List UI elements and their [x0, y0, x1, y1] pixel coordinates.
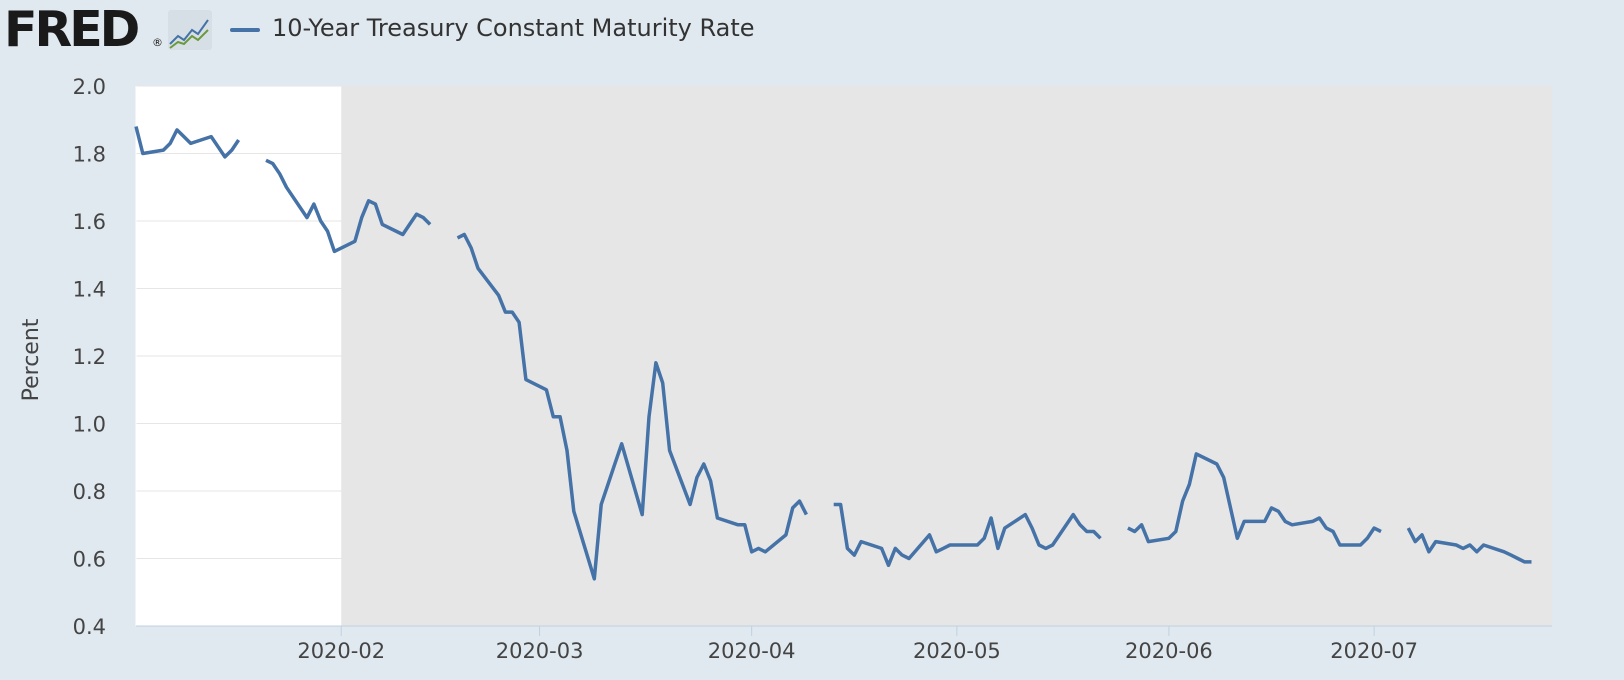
x-tick-label: 2020-03 [496, 639, 584, 663]
fred-logo[interactable]: FRED [4, 1, 140, 58]
legend-label[interactable]: 10-Year Treasury Constant Maturity Rate [272, 14, 755, 42]
y-axis-ticks: 0.4 0.6 0.8 1.0 1.2 1.4 1.6 1.8 2.0 [73, 75, 106, 639]
x-tick-label: 2020-05 [913, 639, 1001, 663]
y-tick-label: 0.6 [73, 548, 106, 572]
y-tick-label: 0.4 [73, 615, 106, 639]
series-lines [134, 126, 1532, 581]
x-axis-ticks: 2020-02 2020-03 2020-04 2020-05 2020-06 2020-… [136, 625, 1552, 663]
x-tick-label: 2020-02 [297, 639, 385, 663]
series-line-segment[interactable] [1406, 527, 1532, 564]
y-tick-label: 2.0 [73, 75, 106, 99]
series-line-segment[interactable] [134, 126, 241, 159]
y-tick-label: 1.0 [73, 413, 106, 437]
y-tick-label: 1.6 [73, 210, 106, 234]
registered-mark: ® [152, 36, 163, 49]
y-tick-label: 1.4 [73, 278, 106, 302]
x-tick-label: 2020-07 [1330, 639, 1418, 663]
series-line-segment[interactable] [1127, 452, 1382, 547]
y-axis-label: Percent [19, 318, 44, 401]
y-tick-label: 0.8 [73, 480, 106, 504]
chart-header: FRED ® 10-Year Treasury Constant Maturit… [0, 0, 1624, 64]
line-chart-icon [168, 10, 212, 50]
y-tick-label: 1.8 [73, 143, 106, 167]
series-line-segment[interactable] [456, 232, 808, 581]
y-tick-label: 1.2 [73, 345, 106, 369]
x-tick-label: 2020-04 [708, 639, 796, 663]
series-line-segment[interactable] [833, 502, 1102, 568]
x-tick-label: 2020-06 [1125, 639, 1213, 663]
legend-swatch [230, 28, 260, 32]
series-line-segment[interactable] [265, 158, 432, 254]
